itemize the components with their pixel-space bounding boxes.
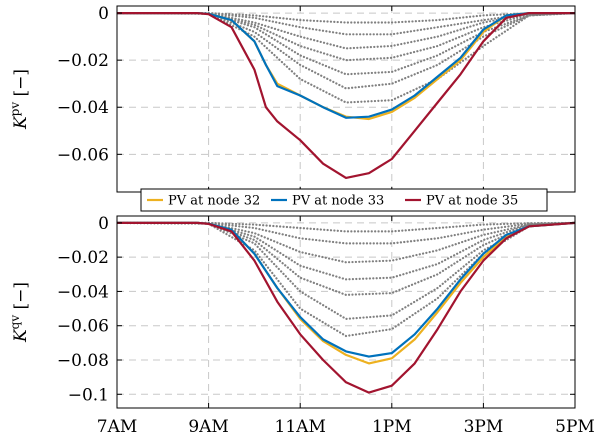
x-tick-label: 7AM [97,417,138,437]
y-tick-label: −0.04 [57,282,109,302]
legend-label: PV at node 35 [426,194,518,209]
y-axis-label: Kqv [−] [8,282,31,343]
series-line-other-node [117,221,575,281]
y-axis-label-unit: [−] [11,69,31,102]
x-tick-label: 11AM [275,417,326,437]
series-line-other-node [117,221,575,296]
axes-frame [116,215,576,409]
series-line-pv-at-node-32 [117,12,575,121]
series-line-other-node [117,12,575,62]
x-tick-label: 1PM [372,417,412,437]
y-tick-label: −0.04 [57,98,109,118]
series-line-pv-at-node-33 [117,12,575,119]
series-line-pv-at-node-35 [117,12,575,179]
series-line-other-node [117,221,575,338]
y-tick-label: 0 [98,214,109,234]
series-line-other-node [117,221,575,245]
legend: PV at node 32 PV at node 33 PV at node 35 [140,188,548,212]
legend-box [140,188,548,212]
y-tick-label: −0.1 [68,385,109,405]
y-axis-label-unit: [−] [11,282,31,315]
y-axis-label-symbol: K [11,115,31,130]
y-tick-label: −0.02 [57,248,109,268]
series-line-other-node [117,221,575,264]
y-axis-label-superscript: pv [8,102,22,117]
series-line-other-node [117,12,575,104]
series-line-other-node [117,12,575,90]
y-tick-label: −0.08 [57,351,109,371]
y-tick-label: −0.06 [57,317,109,337]
y-tick-label: 0 [98,4,109,24]
y-axis-label-superscript: qv [8,315,22,330]
legend-label: PV at node 32 [168,194,260,209]
series-line-pv-at-node-35 [117,221,575,394]
x-tick-label: 3PM [464,417,504,437]
series-line-other-node [117,12,575,76]
legend-label: PV at node 33 [292,194,384,209]
y-tick-label: −0.02 [57,51,109,71]
panel-pv: 0 −0.02 −0.04 −0.06 Kpv [−] [8,4,576,193]
series-line-other-node [117,221,575,233]
x-tick-label: 9AM [188,417,229,437]
x-tick-label: 5PM [555,417,595,437]
y-axis-label: Kpv [−] [8,69,31,130]
y-axis-label-symbol: K [11,328,31,343]
panel-qv: 0 −0.02 −0.04 −0.06 −0.08 −0.1 Kqv [−] 7AM 9AM 11… [8,214,595,437]
series-line-other-node [117,12,575,36]
y-tick-label: −0.06 [57,145,109,165]
